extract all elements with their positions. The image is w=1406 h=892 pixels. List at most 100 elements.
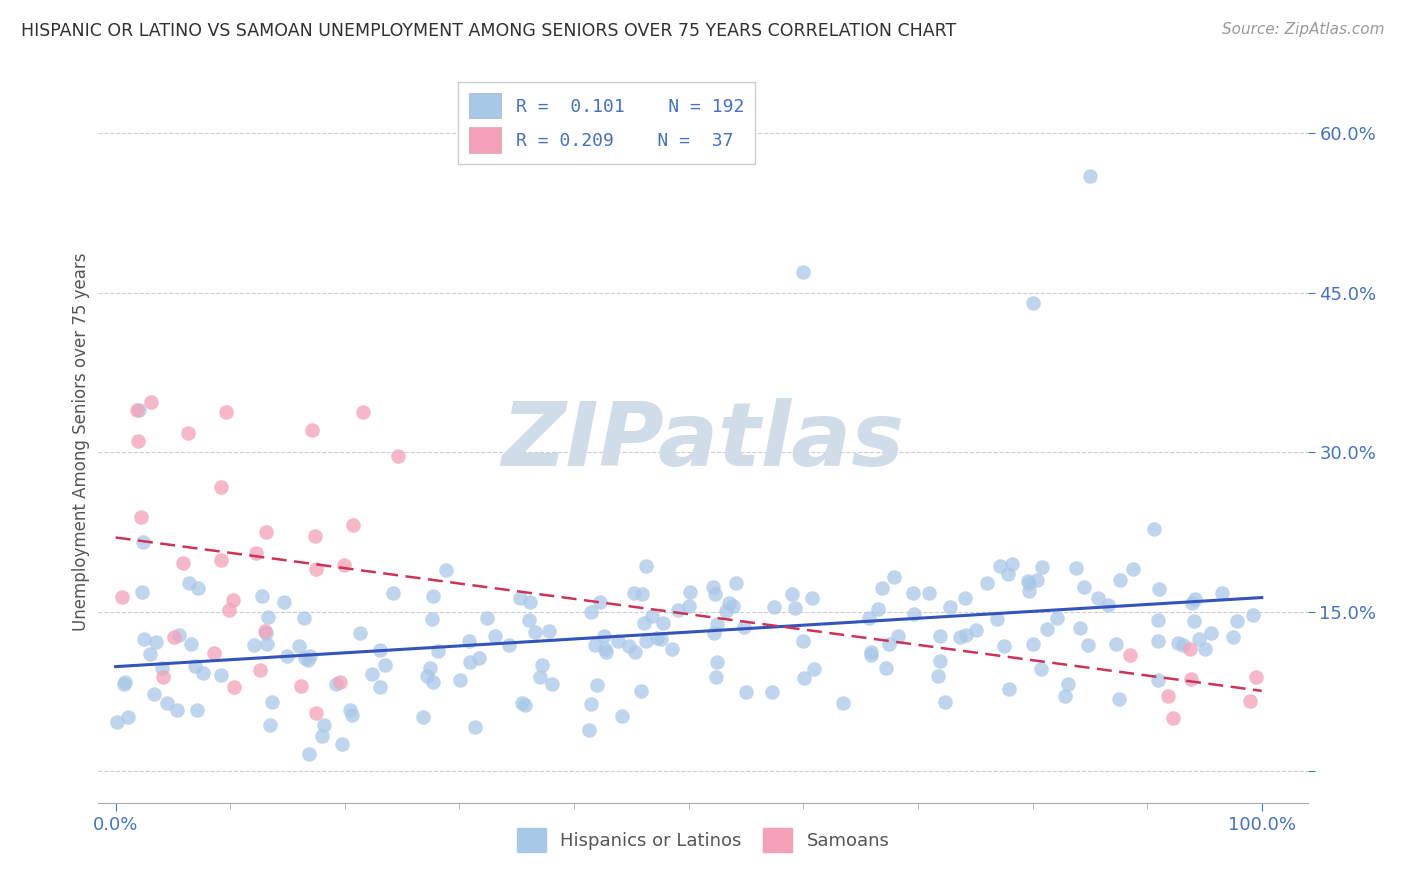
Point	[253, 624, 276, 638]
Point	[311, 729, 333, 743]
Point	[416, 669, 439, 683]
Point	[579, 605, 602, 619]
Point	[510, 696, 533, 710]
Point	[419, 661, 441, 675]
Point	[1146, 634, 1168, 648]
Point	[349, 626, 371, 640]
Point	[297, 652, 319, 666]
Point	[717, 596, 740, 610]
Point	[703, 625, 725, 640]
Point	[831, 696, 853, 710]
Point	[329, 674, 352, 689]
Point	[374, 657, 396, 672]
Point	[1105, 637, 1128, 651]
Point	[1097, 599, 1119, 613]
Text: ZIPatlas: ZIPatlas	[502, 398, 904, 485]
Point	[803, 662, 825, 676]
Point	[1149, 582, 1171, 596]
Point	[249, 663, 271, 677]
Point	[1211, 586, 1233, 600]
Point	[112, 677, 135, 691]
Point	[387, 449, 409, 463]
Point	[252, 589, 274, 603]
Point	[298, 649, 321, 664]
Point	[678, 599, 700, 613]
Point	[1064, 561, 1087, 575]
Point	[541, 677, 564, 691]
Point	[1181, 596, 1204, 610]
Point	[1078, 169, 1101, 183]
Point	[1167, 636, 1189, 650]
Point	[342, 518, 364, 533]
Point	[1182, 614, 1205, 628]
Point	[953, 591, 976, 606]
Point	[645, 631, 668, 645]
Point	[792, 264, 814, 278]
Point	[993, 639, 1015, 653]
Point	[128, 402, 150, 417]
Point	[1073, 581, 1095, 595]
Point	[860, 644, 883, 658]
Point	[513, 698, 536, 713]
Point	[288, 640, 311, 654]
Point	[641, 609, 664, 624]
Point	[583, 638, 606, 652]
Point	[949, 630, 972, 644]
Point	[117, 710, 139, 724]
Point	[1118, 648, 1140, 662]
Point	[254, 625, 277, 640]
Point	[934, 696, 956, 710]
Point	[262, 695, 284, 709]
Point	[858, 611, 880, 625]
Point	[1241, 607, 1264, 622]
Point	[623, 644, 645, 658]
Point	[273, 595, 295, 609]
Point	[368, 680, 391, 694]
Point	[449, 673, 471, 688]
Text: HISPANIC OR LATINO VS SAMOAN UNEMPLOYMENT AMONG SENIORS OVER 75 YEARS CORRELATIO: HISPANIC OR LATINO VS SAMOAN UNEMPLOYMEN…	[21, 22, 956, 40]
Point	[903, 586, 925, 600]
Point	[191, 665, 214, 680]
Point	[734, 685, 756, 699]
Point	[145, 635, 167, 649]
Point	[538, 624, 561, 638]
Point	[704, 670, 727, 684]
Point	[125, 403, 148, 417]
Point	[209, 668, 232, 682]
Point	[725, 576, 748, 591]
Point	[114, 675, 136, 690]
Point	[998, 681, 1021, 696]
Point	[1146, 613, 1168, 627]
Point	[529, 670, 551, 684]
Point	[1017, 574, 1039, 588]
Point	[607, 633, 630, 648]
Point	[294, 651, 316, 665]
Point	[651, 615, 673, 630]
Point	[859, 648, 882, 662]
Point	[927, 669, 949, 683]
Point	[666, 603, 689, 617]
Point	[1025, 574, 1047, 588]
Point	[679, 584, 702, 599]
Point	[218, 603, 240, 617]
Point	[166, 703, 188, 717]
Point	[1157, 690, 1180, 704]
Point	[132, 534, 155, 549]
Point	[1188, 632, 1211, 646]
Point	[340, 707, 363, 722]
Point	[477, 611, 499, 625]
Point	[783, 601, 806, 615]
Point	[586, 678, 609, 692]
Point	[630, 684, 652, 698]
Point	[1056, 677, 1078, 691]
Point	[578, 723, 600, 737]
Point	[1077, 638, 1099, 652]
Point	[209, 480, 232, 494]
Y-axis label: Unemployment Among Seniors over 75 years: Unemployment Among Seniors over 75 years	[72, 252, 90, 631]
Point	[1031, 662, 1053, 676]
Point	[929, 629, 952, 643]
Point	[703, 587, 725, 601]
Point	[1239, 694, 1261, 708]
Point	[1087, 591, 1109, 605]
Point	[127, 434, 149, 448]
